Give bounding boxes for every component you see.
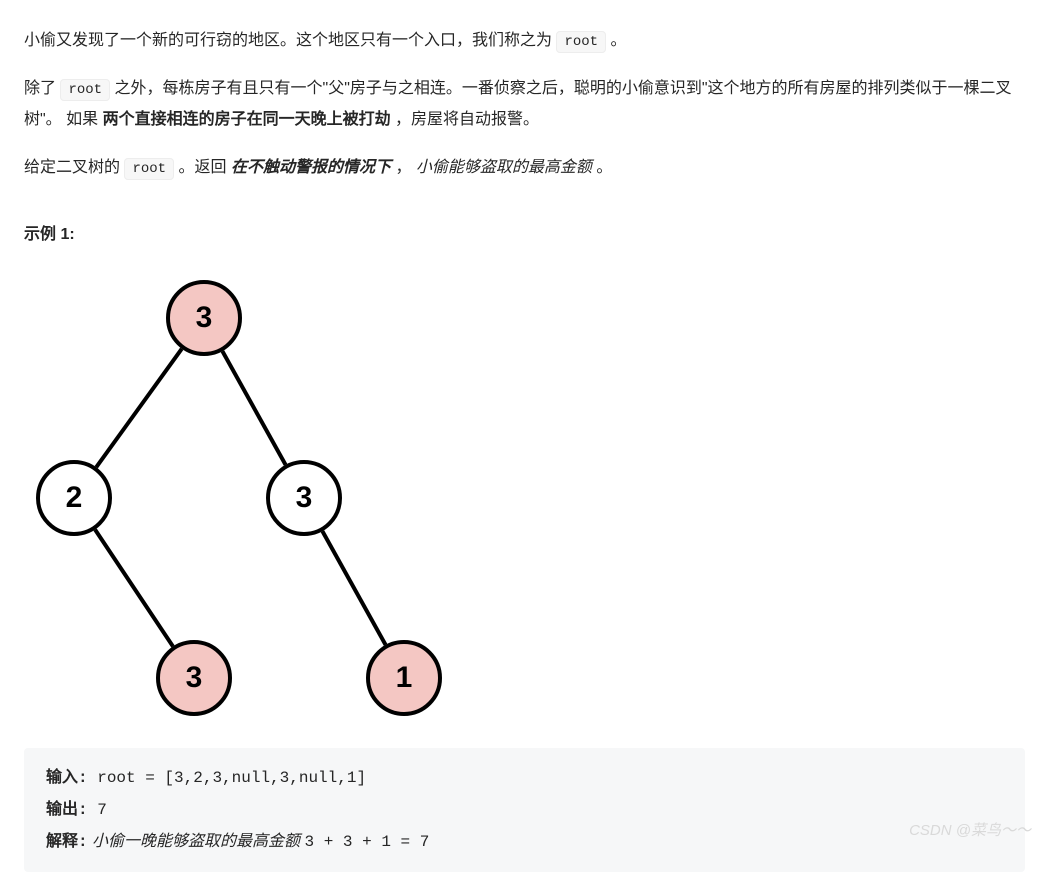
code-input-label: 输入:: [46, 769, 97, 787]
p3-text-1: 给定二叉树的: [24, 159, 124, 176]
tree-edge: [222, 351, 285, 465]
p3-italic: 小偷能够盗取的最高金额: [416, 159, 592, 176]
tree-edge: [95, 530, 173, 647]
p3-text-3: ，: [395, 159, 411, 176]
code-explain-text: 小偷一晚能够盗取的最高金额: [88, 833, 305, 850]
paragraph-2: 除了 root 之外，每栋房子有且只有一个"父"房子与之相连。一番侦察之后，聪明…: [24, 74, 1025, 135]
tree-node: 3: [156, 640, 232, 716]
p2-bold: 两个直接相连的房子在同一天晚上被打劫: [103, 111, 391, 128]
tree-edge: [322, 531, 385, 645]
paragraph-1: 小偷又发现了一个新的可行窃的地区。这个地区只有一个入口，我们称之为 root 。: [24, 26, 1025, 56]
tree-node: 3: [166, 280, 242, 356]
example-codeblock: 输入: root = [3,2,3,null,3,null,1] 输出: 7 解…: [24, 748, 1025, 872]
p2-code-root: root: [60, 79, 110, 101]
paragraph-3: 给定二叉树的 root 。返回 在不触动警报的情况下 ， 小偷能够盗取的最高金额…: [24, 153, 1025, 183]
p1-text-2: 。: [611, 32, 627, 49]
example-heading: 示例 1:: [24, 220, 1025, 250]
p3-bold-italic: 在不触动警报的情况下: [231, 159, 391, 176]
p1-text-1: 小偷又发现了一个新的可行窃的地区。这个地区只有一个入口，我们称之为: [24, 32, 556, 49]
code-explain-expr: 3 + 3 + 1 = 7: [305, 833, 430, 851]
tree-diagram: 3 2 3 3 1: [24, 268, 444, 728]
p3-code-root: root: [124, 158, 174, 180]
code-output-label: 输出:: [46, 801, 97, 819]
tree-node: 3: [266, 460, 342, 536]
p1-code-root: root: [556, 31, 606, 53]
tree-node: 1: [366, 640, 442, 716]
p3-text-4: 。: [596, 159, 612, 176]
p3-text-2: 。返回: [179, 159, 231, 176]
code-output-value: 7: [97, 801, 107, 819]
p2-text-3: ，房屋将自动报警。: [395, 111, 539, 128]
code-input-value: root = [3,2,3,null,3,null,1]: [97, 769, 366, 787]
code-explain-label: 解释:: [46, 833, 88, 851]
tree-edge: [96, 349, 182, 467]
tree-node: 2: [36, 460, 112, 536]
p2-text-1: 除了: [24, 80, 60, 97]
